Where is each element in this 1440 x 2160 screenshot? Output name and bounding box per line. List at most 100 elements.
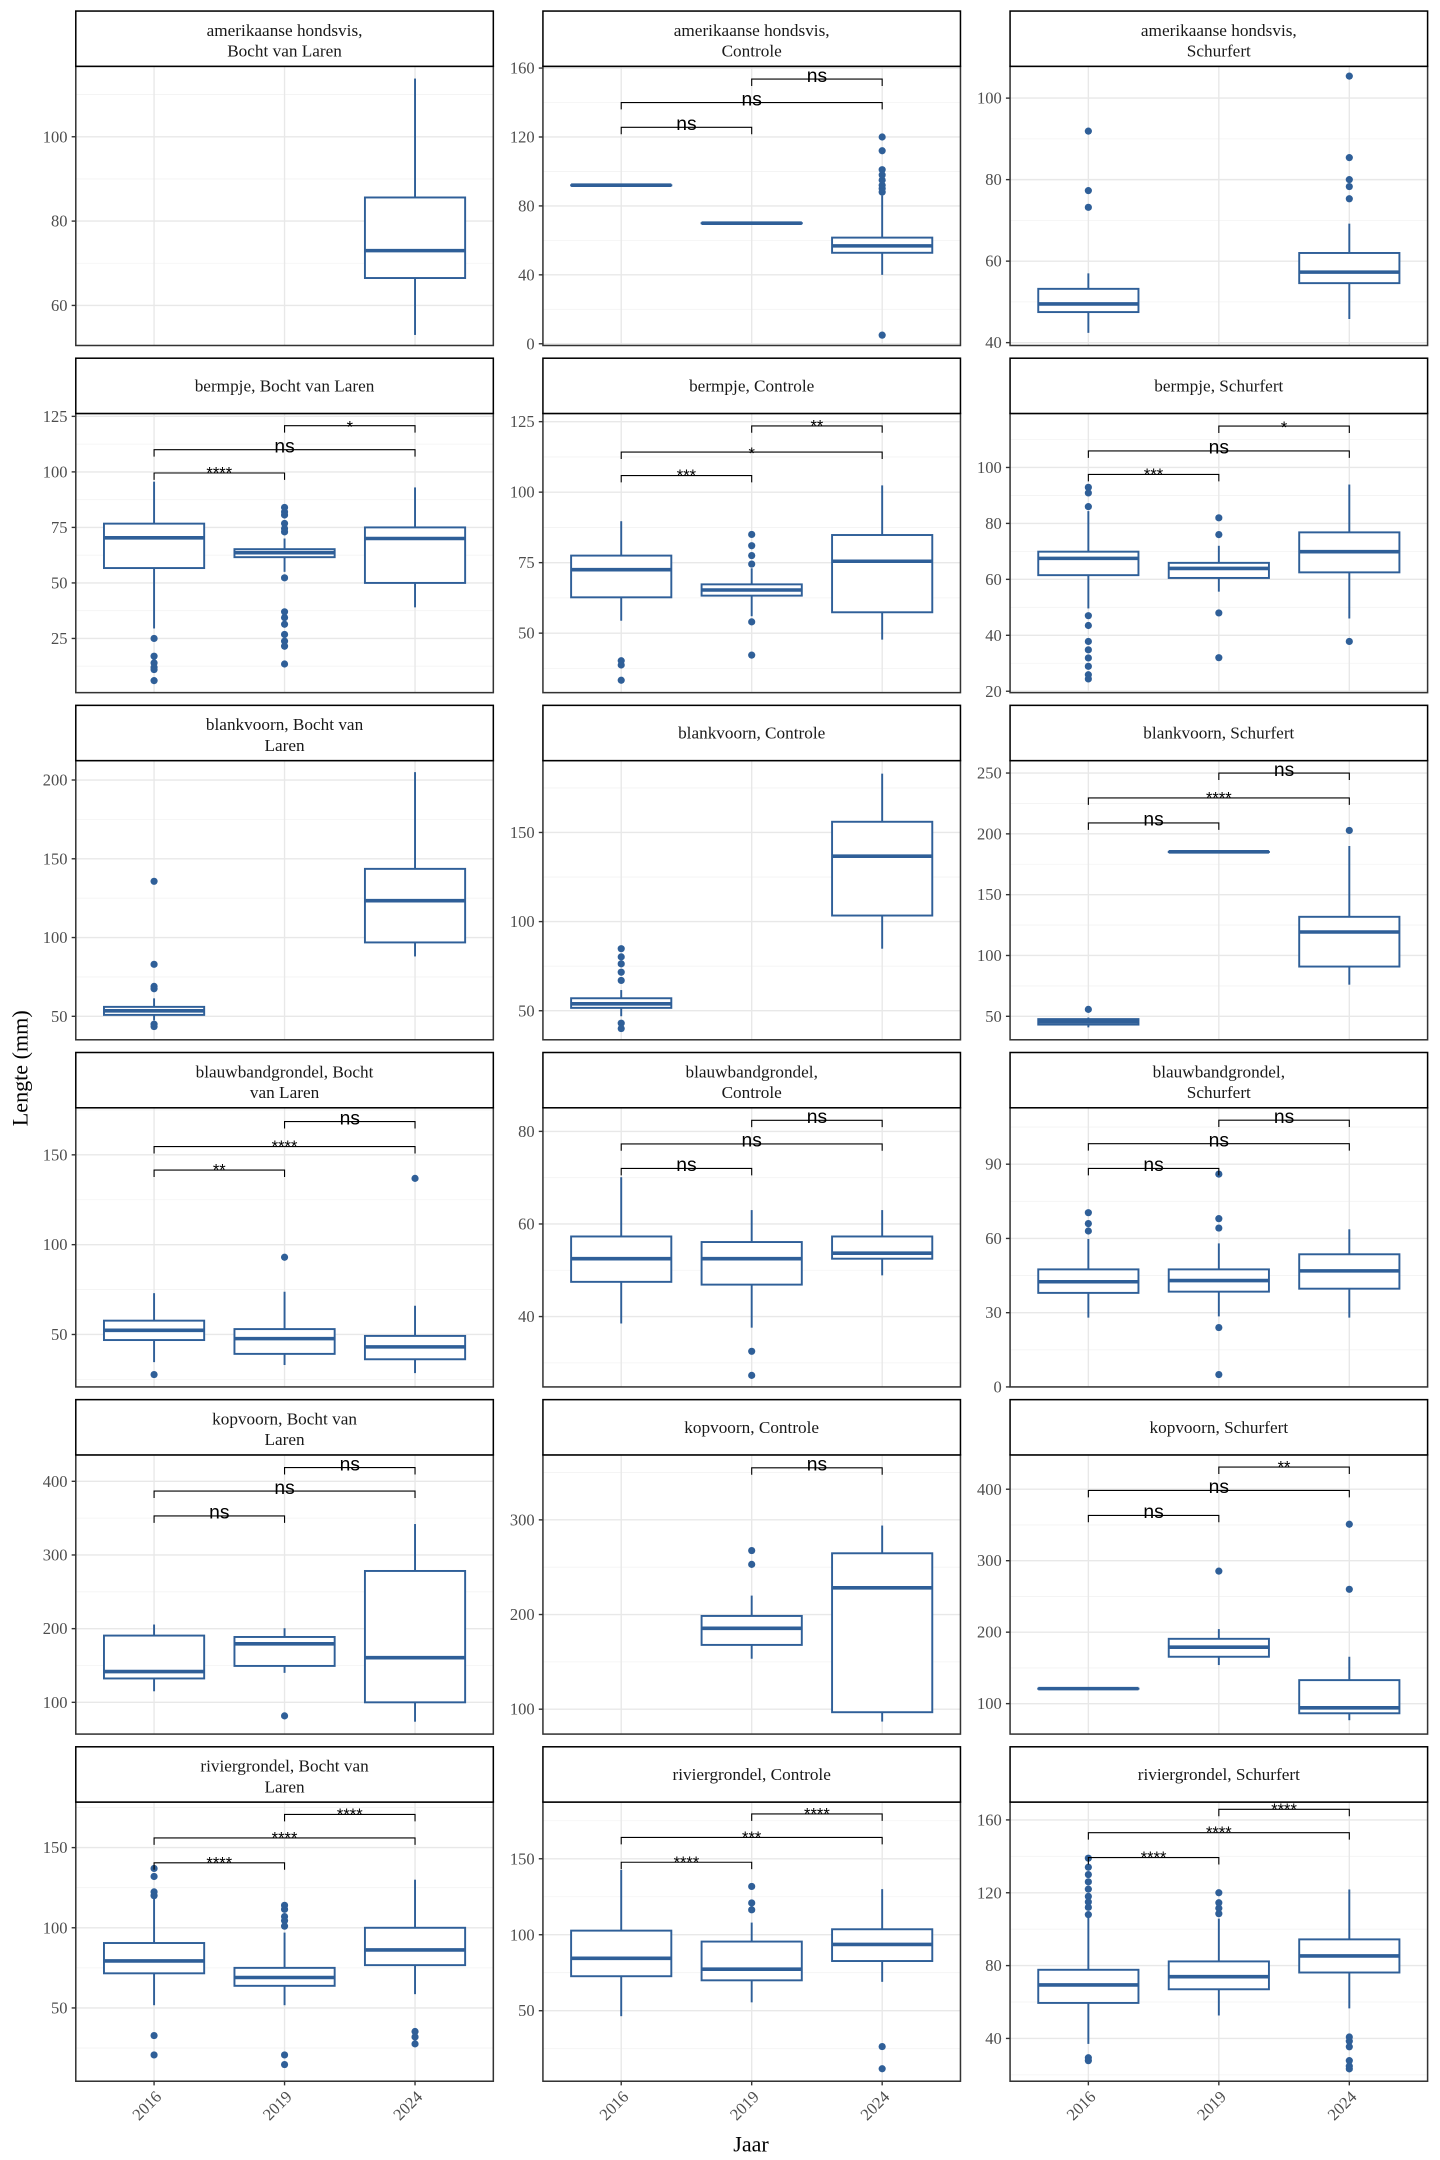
- box-2019: [700, 1546, 803, 1659]
- facet-strip-title: amerikaanse hondsvis, Schurfert: [1141, 21, 1297, 61]
- box-iqr: [831, 534, 934, 614]
- facet-strip-title: blankvoorn, Controle: [678, 723, 826, 742]
- significance-label: ns: [340, 1454, 360, 1475]
- y-tick-label: 60: [51, 296, 68, 315]
- x-axis-title: Jaar: [733, 2132, 769, 2157]
- outlier-point: [1215, 1899, 1223, 1907]
- significance-bracket: [620, 1143, 883, 1151]
- significance-bracket: [153, 1146, 416, 1154]
- outlier-point: [1345, 2043, 1353, 2051]
- outlier-point: [617, 968, 625, 976]
- box-2024: [1298, 1520, 1401, 1721]
- outlier-point: [1084, 621, 1092, 630]
- outlier-point: [1215, 1370, 1223, 1379]
- significance-bracket: [153, 1837, 416, 1845]
- outlier-point: [748, 1899, 756, 1907]
- outlier-point: [1084, 654, 1092, 662]
- box-iqr: [831, 1235, 934, 1260]
- outlier-point: [1084, 187, 1092, 195]
- y-tick-label: 60: [518, 1214, 535, 1233]
- box-iqr: [233, 1328, 336, 1355]
- outlier-point: [280, 574, 289, 582]
- outlier-point: [617, 661, 625, 669]
- box-2019: [1167, 1170, 1270, 1379]
- outlier-point: [878, 171, 886, 179]
- significance-bracket: [153, 1515, 286, 1523]
- y-axis-title: Lengte (mm): [8, 1010, 33, 1126]
- box-iqr: [363, 526, 467, 584]
- box-2019: [233, 503, 336, 668]
- significance-label: ns: [274, 1478, 294, 1499]
- facet-strip-title: bermpje, Bocht van Laren: [195, 376, 375, 395]
- significance-label: ns: [1274, 1107, 1294, 1128]
- facet-strip: [542, 704, 962, 762]
- facet-panel: 50 100 150 **** **** **** riviergrondel, Bocht…: [43, 1746, 495, 2124]
- y-tick-label: 50: [51, 1998, 68, 2017]
- y-tick-label: 150: [43, 1145, 68, 1164]
- x-tick-label: 2024: [389, 2087, 426, 2124]
- outlier-point: [1215, 531, 1223, 539]
- facet-panel: 50 100 150 blankvoorn, Controle: [510, 704, 962, 1041]
- y-tick-label: 100: [510, 1925, 535, 1944]
- outlier-point: [1084, 203, 1092, 211]
- outlier-point: [617, 676, 625, 684]
- outlier-point: [280, 519, 289, 528]
- significance-bracket: [1087, 1167, 1220, 1176]
- x-tick-label: 2016: [1063, 2087, 1100, 2124]
- outlier-point: [280, 511, 289, 519]
- y-tick-label: 50: [51, 1007, 68, 1026]
- outlier-point: [1215, 1224, 1223, 1232]
- box-2019: [233, 1253, 336, 1366]
- facet-strip: [542, 1398, 962, 1456]
- significance-bracket: [751, 1119, 883, 1128]
- y-tick-label: 100: [43, 1693, 68, 1712]
- outlier-point: [280, 1253, 289, 1261]
- outlier-point: [1084, 1878, 1092, 1886]
- significance-label: **: [213, 1161, 226, 1180]
- x-tick-label: 2019: [1193, 2087, 1230, 2124]
- y-tick-label: 300: [43, 1545, 68, 1564]
- y-tick-label: 150: [977, 885, 1002, 904]
- y-tick-label: 250: [977, 764, 1002, 783]
- facet-panel: 60 80 100 amerikaanse hondsvis, Bocht van La…: [43, 10, 495, 347]
- outlier-point: [1084, 1209, 1092, 1217]
- significance-bracket: [153, 1862, 286, 1870]
- box-2019: [700, 1210, 803, 1379]
- y-tick-label: 125: [510, 412, 535, 431]
- significance-label: ns: [274, 436, 294, 457]
- outlier-point: [1345, 2065, 1353, 2073]
- significance-label: ****: [674, 1853, 700, 1872]
- significance-bracket: [1087, 1489, 1350, 1498]
- y-tick-label: 90: [985, 1155, 1002, 1174]
- outlier-point: [150, 960, 158, 968]
- outlier-point: [748, 560, 756, 568]
- box-iqr: [1298, 252, 1401, 285]
- facet-strip: [75, 704, 495, 762]
- y-tick-label: 100: [977, 946, 1002, 965]
- outlier-point: [1215, 1215, 1223, 1223]
- facet-strip-title: blauwbandgrondel, Controle: [686, 1062, 818, 1102]
- outlier-point: [150, 665, 158, 674]
- significance-bracket: [620, 126, 753, 135]
- box-2024: [831, 773, 934, 949]
- facet-strip: [542, 357, 962, 415]
- x-tick-label: 2024: [856, 2087, 893, 2124]
- outlier-point: [150, 1022, 158, 1031]
- outlier-point: [617, 1024, 625, 1033]
- significance-label: ns: [1209, 1477, 1229, 1498]
- outlier-point: [748, 1371, 756, 1379]
- box-2016: [1037, 483, 1140, 683]
- facet-strip: [75, 1051, 495, 1109]
- y-tick-label: 100: [43, 928, 68, 947]
- significance-label: *: [748, 444, 755, 463]
- outlier-point: [1345, 182, 1353, 191]
- facet-panel: 40 80 120 160 **** **** **** riviergrondel, Sch…: [977, 1746, 1429, 2124]
- y-tick-label: 75: [51, 518, 68, 537]
- facet-strip: [75, 10, 495, 68]
- outlier-point: [1084, 1227, 1092, 1235]
- y-tick-label: 50: [51, 1325, 68, 1344]
- significance-label: ****: [206, 1853, 232, 1872]
- box-iqr: [363, 1569, 467, 1704]
